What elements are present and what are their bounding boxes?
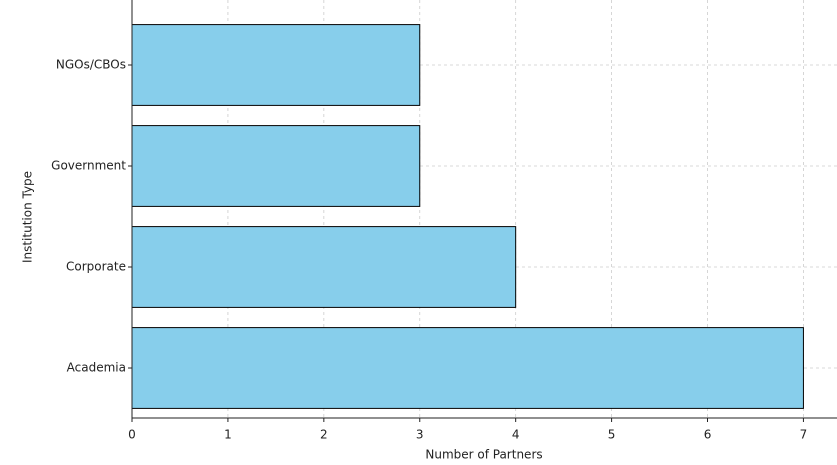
x-tick-label: 0 [128, 428, 136, 442]
y-axis-label: Institution Type [21, 171, 35, 263]
bar [131, 327, 804, 409]
bar [131, 226, 517, 308]
y-tick-label: Corporate [66, 260, 126, 274]
x-tick-label: 5 [608, 428, 616, 442]
bar [131, 24, 421, 106]
y-tick-label: Academia [67, 361, 126, 375]
y-tick-label: Government [51, 159, 126, 173]
x-tick-label: 3 [416, 428, 424, 442]
x-tick-label: 7 [800, 428, 808, 442]
x-tick-label: 4 [512, 428, 520, 442]
x-axis-label: Number of Partners [425, 448, 542, 462]
x-tick-label: 1 [224, 428, 232, 442]
y-tick-label: NGOs/CBOs [56, 58, 126, 72]
bar [131, 125, 421, 207]
x-tick-label: 2 [320, 428, 328, 442]
x-tick-label: 6 [704, 428, 712, 442]
